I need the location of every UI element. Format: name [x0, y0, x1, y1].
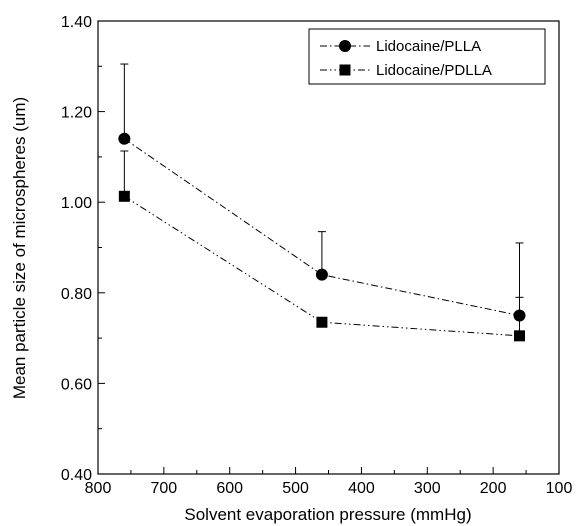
- data-point: [315, 268, 328, 281]
- x-tick-label: 700: [151, 480, 178, 497]
- plot-frame: [97, 20, 560, 475]
- data-point: [513, 330, 525, 342]
- y-tick-label: 0.80: [61, 286, 92, 303]
- legend-marker-pdlla: [339, 64, 351, 76]
- axis-ticks: [97, 20, 560, 475]
- series-layer: [118, 63, 526, 342]
- series-line: [124, 138, 520, 316]
- legend: Lidocaine/PLLA Lidocaine/PDLLA: [308, 28, 546, 85]
- y-tick-label: 1.20: [61, 105, 92, 122]
- x-axis-title: Solvent evaporation pressure (mmHg): [184, 505, 471, 524]
- x-tick-label: 100: [546, 480, 573, 497]
- y-tick-label: 0.40: [61, 467, 92, 484]
- legend-label-pdlla: Lidocaine/PDLLA: [376, 62, 492, 79]
- x-tick-label: 800: [85, 480, 112, 497]
- y-tick-label: 1.00: [61, 195, 92, 212]
- legend-label-plla: Lidocaine/PLLA: [376, 38, 481, 55]
- legend-marker-plla: [339, 40, 351, 52]
- series-lidocaine-pdlla: [118, 150, 525, 342]
- data-point: [118, 132, 131, 145]
- y-axis-title: Mean particle size of microspheres (um): [10, 97, 29, 399]
- x-tick-label: 200: [480, 480, 507, 497]
- x-tick-label: 400: [348, 480, 375, 497]
- y-tick-label: 1.40: [61, 14, 92, 31]
- data-point: [118, 190, 130, 202]
- data-point: [316, 316, 328, 328]
- y-tick-label: 0.60: [61, 376, 92, 393]
- x-tick-label: 300: [414, 480, 441, 497]
- x-tick-label: 500: [282, 480, 309, 497]
- tick-labels: 800 700 600 500 400 300 200 100 0.40 0.60 0.80 1.00…: [61, 14, 573, 497]
- series-lidocaine-plla: [118, 63, 526, 322]
- x-tick-label: 600: [216, 480, 243, 497]
